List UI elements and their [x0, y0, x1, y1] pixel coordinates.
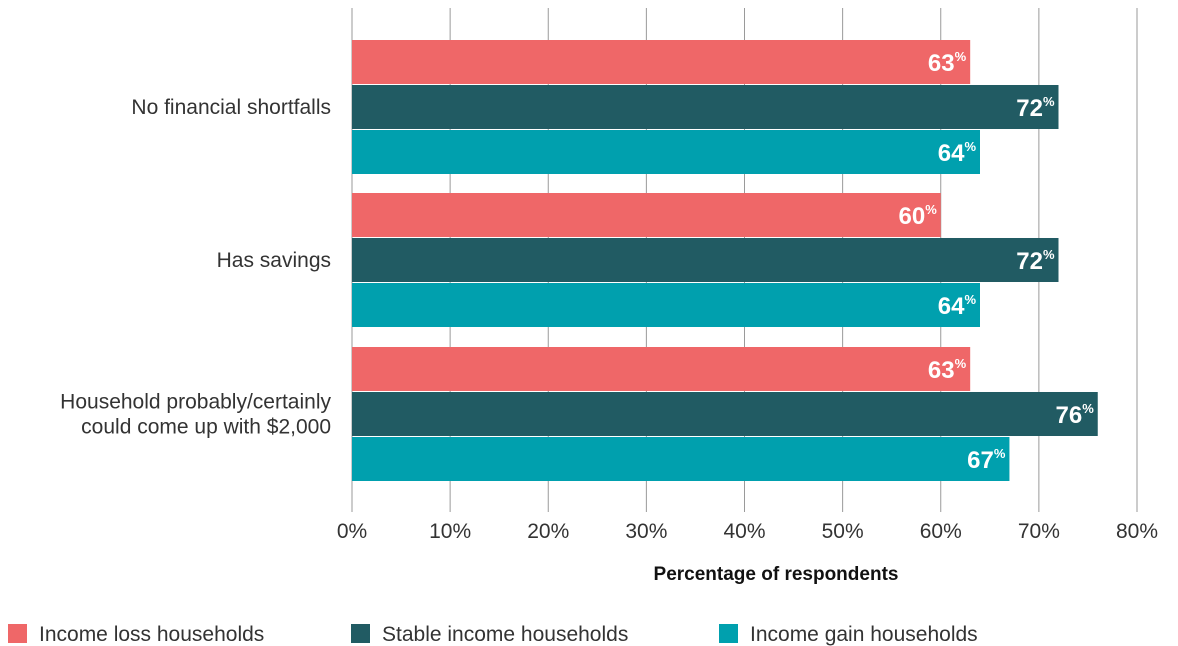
data-label: 76% — [1055, 401, 1094, 429]
legend-label: Income loss households — [39, 623, 264, 646]
legend-swatch — [8, 624, 27, 643]
data-label: 67% — [967, 446, 1006, 474]
value-labels: 63% 72% 64% 60% 72% 64% 63% 76% 67% — [898, 49, 1094, 474]
category-label: Household probably/certainly could come u… — [60, 391, 331, 439]
category-label: Has savings — [217, 249, 331, 272]
x-tick-label: 60% — [920, 520, 962, 543]
x-tick-label: 10% — [429, 520, 471, 543]
data-label: 60% — [898, 202, 937, 230]
bar — [352, 85, 1059, 129]
data-label: 63% — [928, 49, 967, 77]
x-tick-label: 30% — [625, 520, 667, 543]
legend-label: Stable income households — [382, 623, 628, 646]
x-tick-label: 0% — [337, 520, 367, 543]
x-axis-ticks: 0% 10% 20% 30% 40% 50% 60% 70% 80% — [337, 520, 1158, 543]
data-label: 72% — [1016, 247, 1055, 275]
data-label: 64% — [938, 292, 977, 320]
x-tick-label: 40% — [723, 520, 765, 543]
bar — [352, 238, 1059, 282]
bar — [352, 193, 941, 237]
bar — [352, 283, 980, 327]
bars — [352, 40, 1098, 481]
x-tick-label: 80% — [1116, 520, 1158, 543]
x-tick-label: 20% — [527, 520, 569, 543]
bar — [352, 437, 1010, 481]
legend-swatch — [719, 624, 738, 643]
legend-label: Income gain households — [750, 623, 978, 646]
category-label: No financial shortfalls — [131, 96, 331, 119]
category-labels: No financial shortfalls Has savings Househ… — [60, 96, 331, 439]
data-label: 63% — [928, 356, 967, 384]
x-tick-label: 70% — [1018, 520, 1060, 543]
data-label: 64% — [938, 139, 977, 167]
x-axis-title: Percentage of respondents — [654, 564, 899, 585]
x-tick-label: 50% — [822, 520, 864, 543]
bar — [352, 347, 971, 391]
data-label: 72% — [1016, 94, 1055, 122]
bar — [352, 130, 980, 174]
bar — [352, 40, 971, 84]
legend: Income loss households Stable income hous… — [8, 623, 978, 646]
legend-swatch — [351, 624, 370, 643]
bar — [352, 392, 1098, 436]
